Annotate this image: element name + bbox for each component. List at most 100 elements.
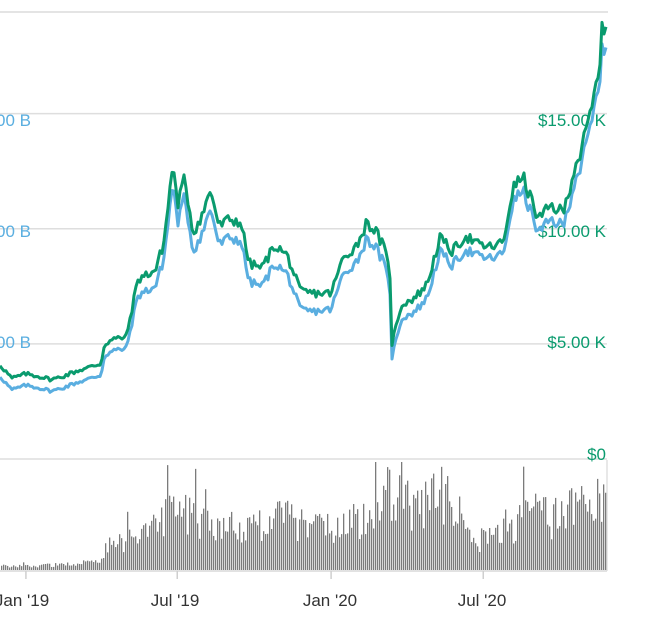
volume-bar: [1, 565, 3, 570]
volume-bar: [129, 529, 131, 570]
volume-bar: [459, 496, 461, 570]
volume-bar: [181, 516, 183, 570]
volume-bar: [123, 552, 125, 570]
volume-bar: [75, 565, 77, 570]
volume-bar: [551, 539, 553, 570]
volume-bar: [231, 511, 233, 570]
volume-bar: [435, 508, 437, 570]
volume-bar: [137, 543, 139, 570]
volume-bar: [53, 566, 55, 570]
x-axis-tick-label: Jul '19: [151, 591, 200, 610]
volume-bar: [453, 525, 455, 570]
volume-bar: [81, 564, 83, 570]
volume-bar: [23, 562, 25, 570]
volume-bar: [91, 560, 93, 570]
volume-bar: [259, 510, 261, 570]
volume-bar: [327, 513, 329, 570]
volume-bar: [121, 538, 123, 570]
volume-bar: [179, 501, 181, 570]
volume-bar: [105, 543, 107, 570]
volume-bar: [145, 523, 147, 570]
volume-bar: [499, 542, 501, 570]
volume-bar: [441, 466, 443, 570]
volume-bar: [303, 519, 305, 570]
volume-bar: [275, 508, 277, 570]
volume-bar: [437, 506, 439, 570]
volume-bar: [335, 535, 337, 570]
volume-bar: [461, 513, 463, 570]
volume-bar: [377, 502, 379, 570]
volume-bar: [215, 540, 217, 570]
volume-bar: [63, 563, 65, 570]
volume-bar: [381, 511, 383, 570]
volume-bar: [201, 513, 203, 570]
volume-bar: [345, 534, 347, 570]
volume-bar: [185, 494, 187, 570]
volume-bar: [347, 533, 349, 570]
volume-bar: [61, 563, 63, 570]
volume-bar: [311, 524, 313, 570]
volume-bar: [139, 539, 141, 570]
volume-bar: [133, 537, 135, 570]
volume-bar: [605, 492, 607, 570]
volume-bar: [331, 530, 333, 570]
volume-bar: [219, 521, 221, 570]
volume-bar: [95, 560, 97, 570]
volume-bar: [151, 520, 153, 570]
volume-bar: [591, 514, 593, 570]
volume-bar: [77, 563, 79, 570]
volume-bar: [51, 566, 53, 570]
volume-bar: [227, 531, 229, 570]
volume-bar: [527, 501, 529, 570]
volume-bar: [71, 565, 73, 570]
volume-bar: [349, 509, 351, 570]
volume-bar: [267, 533, 269, 570]
volume-bar: [537, 501, 539, 570]
volume-bar: [33, 565, 35, 570]
volume-bar: [31, 567, 33, 570]
volume-bar: [447, 476, 449, 570]
volume-bar: [271, 528, 273, 570]
volume-bar: [493, 534, 495, 570]
volume-bar: [479, 551, 481, 570]
volume-bar: [419, 514, 421, 570]
volume-bar: [125, 541, 127, 570]
volume-bar: [9, 567, 11, 570]
volume-bar: [207, 510, 209, 570]
volume-bar: [445, 483, 447, 570]
right-axis-tick-label: $5.00 K: [547, 333, 606, 352]
volume-bar: [465, 528, 467, 570]
volume-bar: [369, 510, 371, 570]
volume-bar: [513, 543, 515, 570]
volume-bar: [543, 497, 545, 570]
volume-bar: [463, 520, 465, 570]
volume-bar: [455, 521, 457, 570]
volume-bar: [131, 536, 133, 570]
volume-bar: [249, 517, 251, 570]
volume-bar: [439, 489, 441, 570]
volume-bars: [1, 462, 607, 570]
volume-bar: [45, 563, 47, 570]
volume-bar: [319, 513, 321, 570]
volume-bar: [65, 565, 67, 570]
volume-bar: [293, 517, 295, 570]
volume-bar: [73, 564, 75, 570]
volume-bar: [237, 539, 239, 570]
volume-bar: [477, 546, 479, 570]
volume-bar: [97, 562, 99, 570]
volume-bar: [29, 566, 31, 570]
x-axis: [0, 460, 608, 579]
volume-bar: [415, 498, 417, 570]
volume-bar: [305, 520, 307, 570]
volume-bar: [387, 467, 389, 570]
volume-bar: [225, 531, 227, 570]
volume-bar: [37, 567, 39, 570]
volume-bar: [7, 565, 9, 570]
volume-bar: [243, 531, 245, 570]
price-line: [0, 20, 608, 383]
volume-bar: [535, 493, 537, 570]
volume-bar: [245, 540, 247, 570]
volume-bar: [117, 544, 119, 570]
volume-bar: [575, 492, 577, 570]
